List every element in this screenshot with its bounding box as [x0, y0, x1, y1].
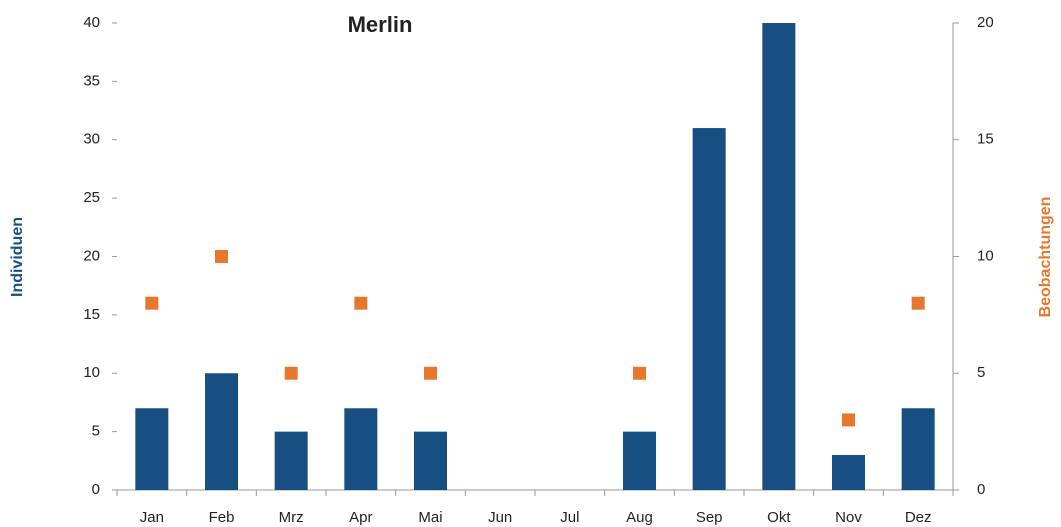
- bar: [623, 431, 656, 490]
- marker: [911, 296, 925, 310]
- y-axis-title: Individuen: [9, 217, 26, 297]
- x-tick-label: Nov: [835, 509, 862, 526]
- bar: [901, 408, 935, 490]
- x-tick-label: Feb: [209, 509, 235, 526]
- x-tick-label: Jul: [560, 509, 579, 526]
- marker: [284, 366, 298, 380]
- y2-tick-label: 15: [977, 131, 994, 148]
- y-tick-label: 10: [83, 364, 100, 381]
- marker: [842, 413, 855, 427]
- bar: [274, 431, 308, 490]
- chart-title: Merlin: [348, 12, 413, 37]
- y2-tick-label: 5: [977, 364, 985, 381]
- marker: [145, 296, 159, 310]
- y2-tick-label: 20: [977, 14, 994, 31]
- y2-tick-label: 0: [977, 481, 985, 498]
- y-tick-label: 20: [83, 247, 100, 264]
- x-tick-label: Sep: [696, 509, 723, 526]
- x-tick-label: Aug: [626, 509, 653, 526]
- bar: [344, 408, 378, 490]
- bar: [832, 454, 865, 490]
- y-tick-label: 35: [83, 72, 100, 89]
- y2-tick-label: 10: [977, 247, 994, 264]
- bar: [414, 431, 447, 490]
- bar: [205, 373, 238, 490]
- marker: [354, 296, 368, 310]
- x-tick-label: Apr: [349, 509, 372, 526]
- bar: [135, 408, 169, 490]
- bar: [762, 23, 796, 490]
- x-tick-label: Mrz: [279, 509, 304, 526]
- y-tick-label: 15: [83, 306, 100, 323]
- marker: [215, 250, 228, 263]
- y-tick-label: 5: [92, 423, 100, 440]
- marker: [424, 366, 437, 380]
- x-tick-label: Mai: [418, 509, 442, 526]
- y2-axis-title: Beobachtungen: [1037, 197, 1054, 318]
- x-tick-label: Okt: [767, 509, 791, 526]
- y-tick-label: 40: [83, 14, 100, 31]
- x-tick-label: Jan: [140, 509, 164, 526]
- x-tick-label: Jun: [488, 509, 512, 526]
- marker: [633, 366, 646, 380]
- y-tick-label: 25: [83, 189, 100, 206]
- bar: [692, 128, 726, 490]
- y-tick-label: 0: [92, 481, 100, 498]
- x-tick-label: Dez: [905, 509, 932, 526]
- y-tick-label: 30: [83, 131, 100, 148]
